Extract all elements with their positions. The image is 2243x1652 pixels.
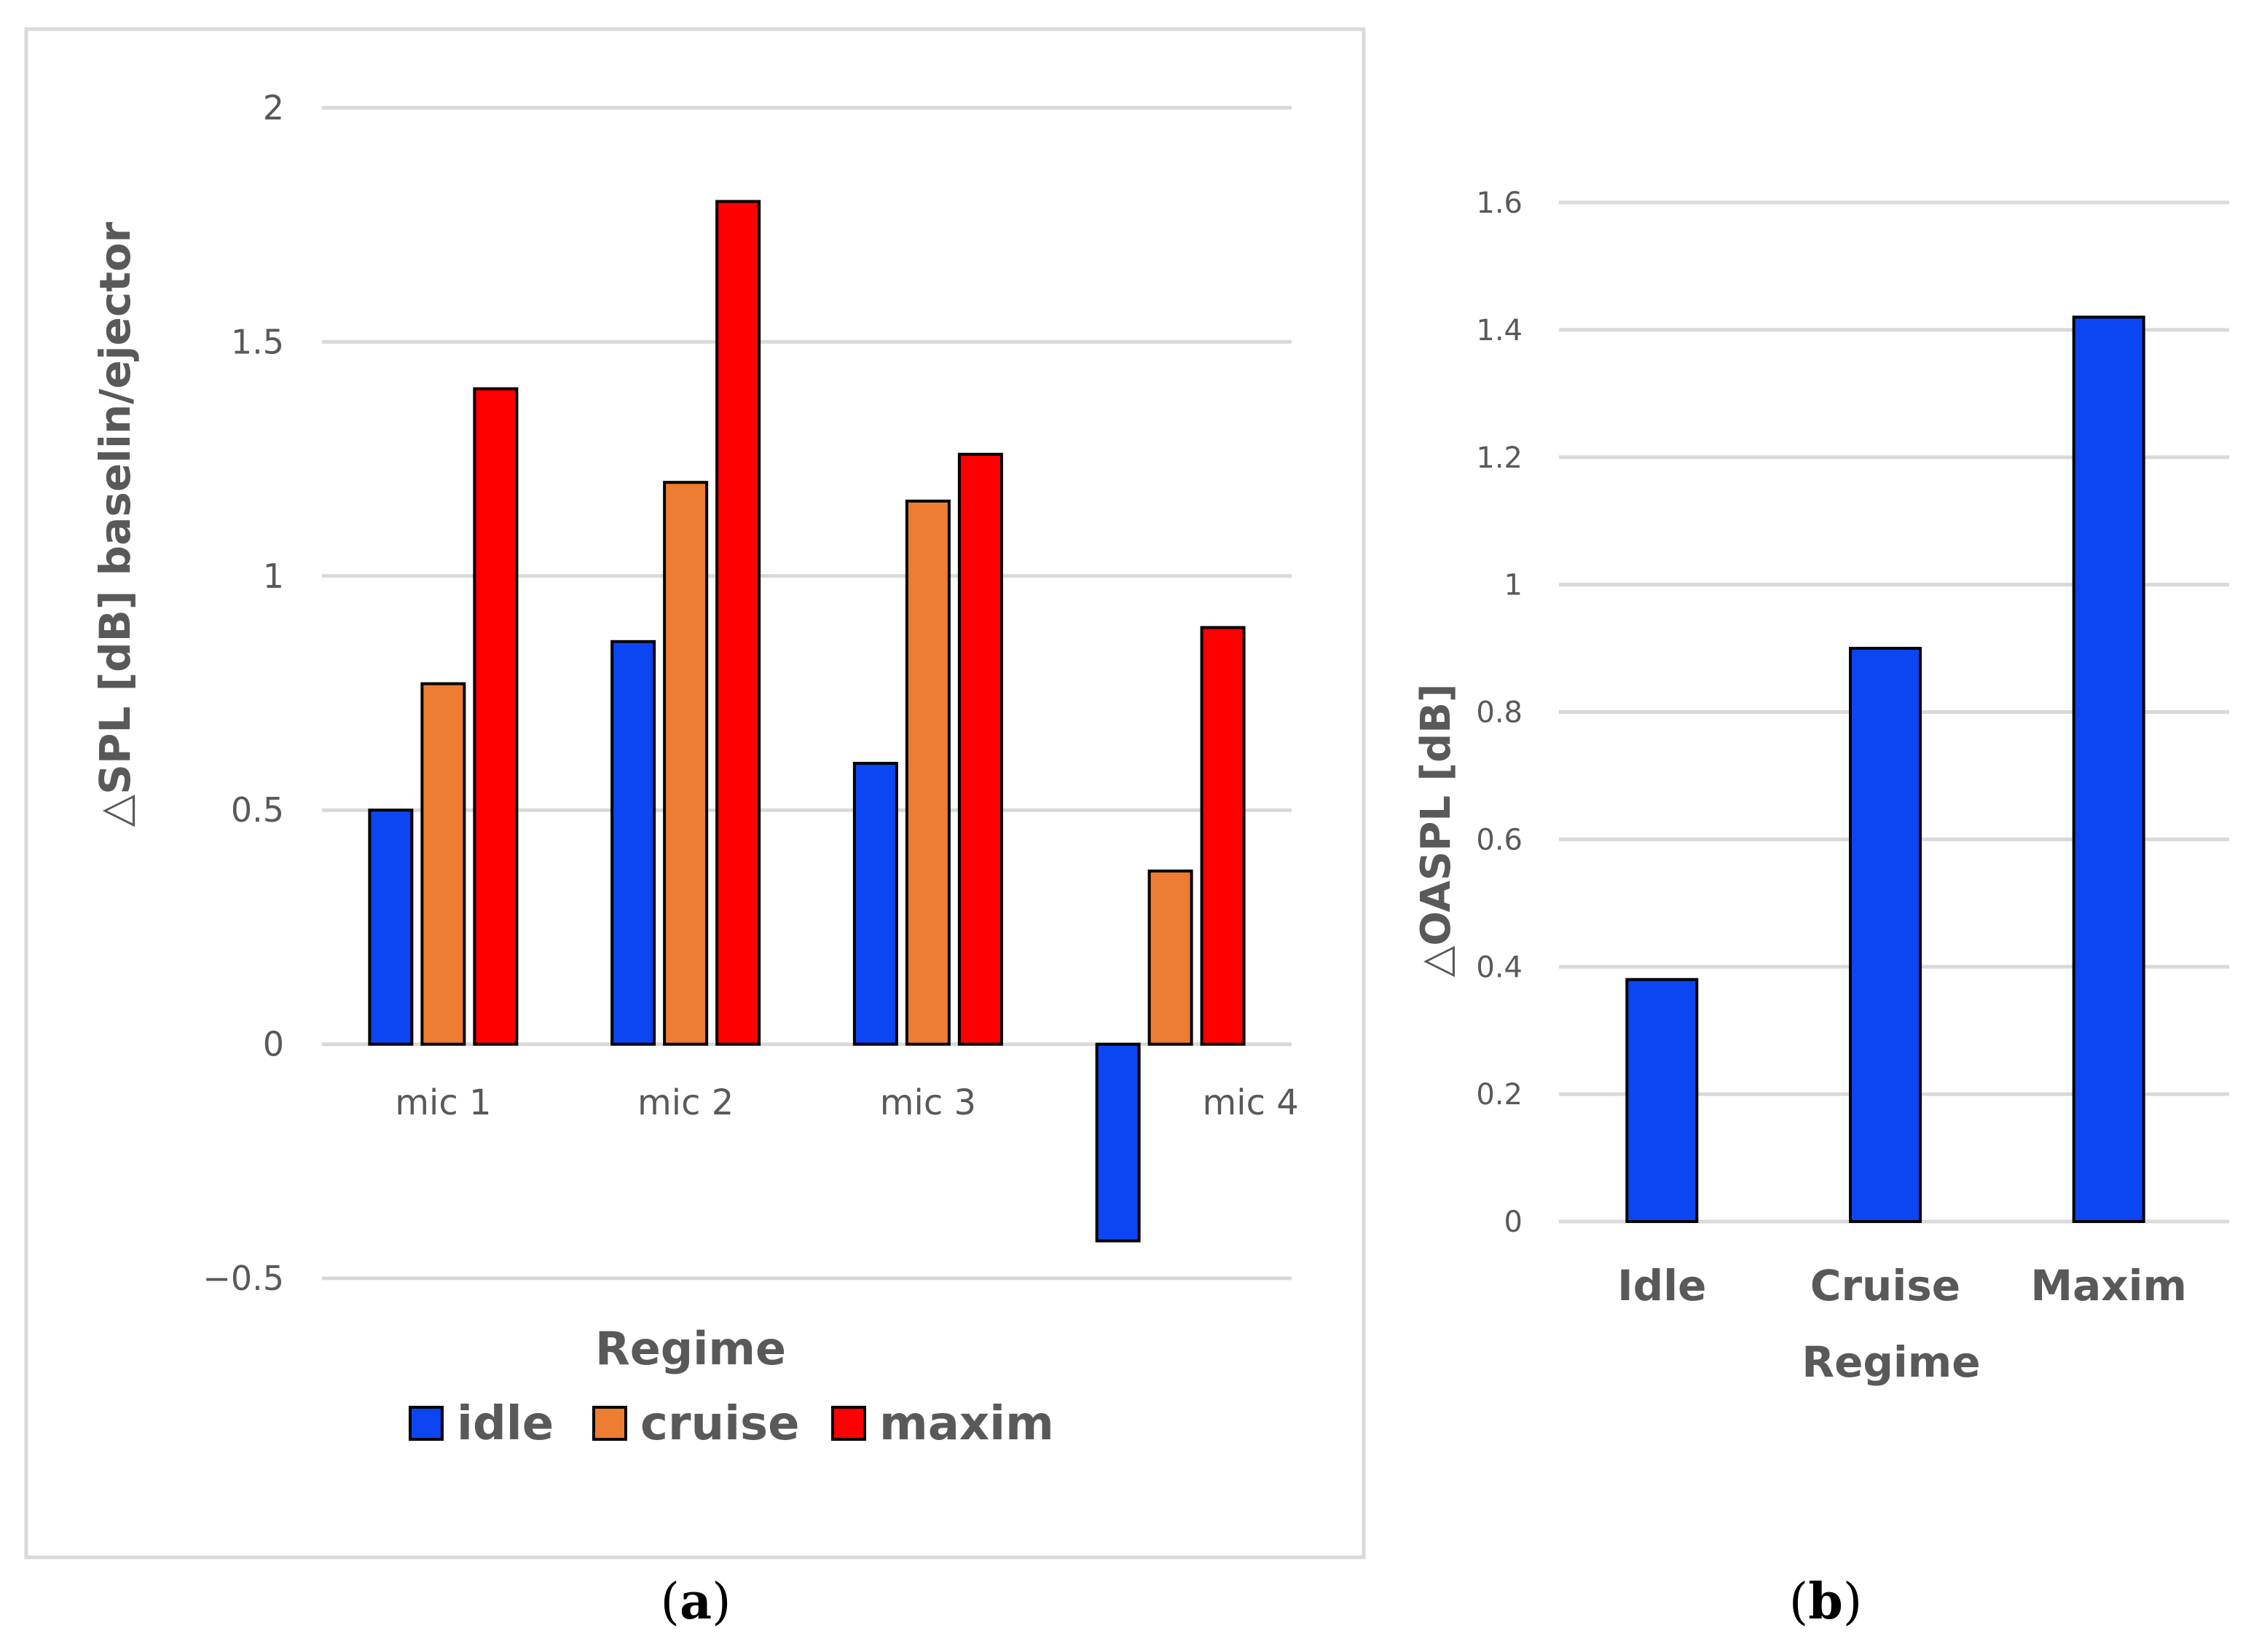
y-tick-label: 0.6 <box>1476 823 1523 857</box>
y-tick-label: 0.4 <box>1476 951 1523 984</box>
chart-a-x-axis-title: Regime <box>595 1322 786 1375</box>
bar-maxim <box>2072 315 2145 1224</box>
legend-label-idle: idle <box>457 1397 554 1451</box>
bar-idle-mic-1 <box>368 809 414 1046</box>
y-tick-label: 2 <box>263 88 284 127</box>
x-tick-label: mic 1 <box>395 1082 491 1123</box>
caption-b: (b) <box>1789 1573 1863 1631</box>
y-tick-label: 1.2 <box>1476 441 1523 475</box>
y-tick-label: 1 <box>263 556 284 596</box>
chart-b: 00.20.40.60.811.21.41.6 Idle Cruise Maxim … <box>1413 186 2229 1387</box>
y-tick-label: 1.6 <box>1476 186 1523 220</box>
bar-maxim-mic-3 <box>957 452 1003 1046</box>
bar-cruise-mic-2 <box>663 481 709 1046</box>
legend-swatch-maxim <box>831 1406 866 1441</box>
x-tick-label: Cruise <box>1810 1261 1960 1310</box>
x-tick-label: mic 3 <box>880 1082 976 1123</box>
chart-b-bars <box>1625 315 2145 1224</box>
chart-b-ylabel-symbol: △ <box>1413 945 1460 977</box>
chart-a-x-tick-labels: mic 1 mic 2 mic 3 mic 4 <box>395 1082 1299 1123</box>
bar-maxim-mic-2 <box>715 200 761 1046</box>
x-tick-label: Maxim <box>2030 1261 2187 1310</box>
bar-cruise-mic-1 <box>420 682 466 1046</box>
chart-a-bars <box>368 200 1246 1243</box>
bar-idle-mic-2 <box>610 640 656 1046</box>
y-tick-label: 0.2 <box>1476 1078 1523 1112</box>
y-tick-label: 0 <box>1504 1205 1523 1239</box>
y-tick-label: −0.5 <box>203 1259 284 1298</box>
bar-cruise-mic-4 <box>1147 869 1193 1046</box>
legend-label-maxim: maxim <box>879 1397 1054 1451</box>
y-tick-label: 1 <box>1504 569 1523 602</box>
y-tick-label: 0.5 <box>231 790 284 830</box>
legend-swatch-cruise <box>592 1406 627 1441</box>
y-tick-label: 0 <box>263 1025 284 1064</box>
caption-a: (a) <box>660 1573 731 1631</box>
bar-idle-mic-3 <box>852 761 898 1046</box>
bar-cruise-mic-3 <box>905 499 951 1046</box>
caption-a-label: a <box>680 1573 712 1631</box>
chart-a-y-tick-labels: −0.5 0 0.5 1 1.5 2 <box>203 88 284 1298</box>
chart-b-x-axis-title: Regime <box>1802 1337 1980 1387</box>
y-tick-label: 0.8 <box>1476 696 1523 730</box>
caption-b-label: b <box>1808 1573 1843 1631</box>
x-tick-label: mic 4 <box>1202 1082 1298 1123</box>
bar-idle-mic-4 <box>1095 1042 1141 1243</box>
chart-a-legend: idle cruise maxim <box>409 1397 1054 1451</box>
y-tick-label: 1.4 <box>1476 314 1523 347</box>
legend-swatch-idle <box>409 1406 444 1441</box>
legend-label-cruise: cruise <box>640 1397 800 1451</box>
bar-cruise <box>1849 647 1922 1223</box>
bar-maxim-mic-4 <box>1200 626 1246 1046</box>
chart-a: −0.5 0 0.5 1 1.5 2 mic 1 mic 2 mic 3 mic 4 △SPL … <box>24 27 1366 1559</box>
chart-b-y-axis-title: △OASPL [dB] <box>1413 683 1460 977</box>
chart-a-ylabel-text: SPL [dB] baselin/ejector <box>90 221 140 795</box>
chart-b-x-tick-labels: Idle Cruise Maxim <box>1617 1261 2187 1310</box>
y-tick-label: 1.5 <box>231 322 284 361</box>
bar-maxim-mic-1 <box>473 387 519 1046</box>
x-tick-label: Idle <box>1617 1261 1706 1310</box>
bar-idle <box>1625 978 1699 1224</box>
x-tick-label: mic 2 <box>637 1082 734 1123</box>
chart-a-y-axis-title: △SPL [dB] baselin/ejector <box>90 221 140 827</box>
chart-b-y-tick-labels: 0 0.2 0.4 0.6 0.8 1 1.2 1.4 1.6 <box>1476 186 1523 1239</box>
chart-b-ylabel-text: OASPL [dB] <box>1413 683 1460 945</box>
chart-a-ylabel-symbol: △ <box>90 794 140 827</box>
